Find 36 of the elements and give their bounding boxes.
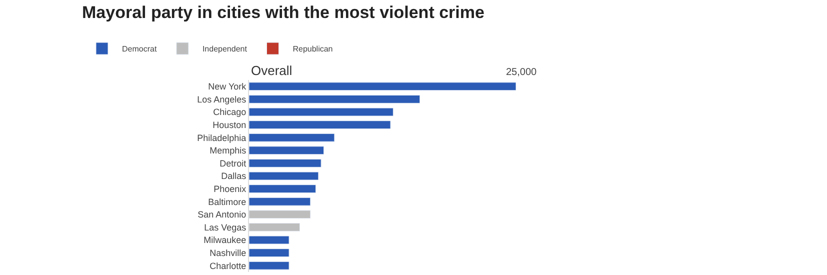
bar xyxy=(249,82,516,91)
y-tick-label: Memphis xyxy=(210,146,247,156)
bar xyxy=(249,261,290,270)
y-tick-label: Nashville xyxy=(210,248,246,258)
bar xyxy=(249,133,335,142)
y-tick-label: Los Angeles xyxy=(197,94,247,104)
legend-label: Independent xyxy=(202,44,248,54)
bar xyxy=(249,197,311,206)
y-tick-label: San Antonio xyxy=(198,210,246,220)
text: 25,000 xyxy=(506,67,538,78)
y-tick-label: Philadelphia xyxy=(197,132,246,143)
y-tick-label: Detroit xyxy=(220,158,247,168)
y-tick-label: New York xyxy=(208,82,247,92)
bar xyxy=(249,184,316,194)
y-tick-label: Houston xyxy=(212,120,246,130)
legend-label: Republican xyxy=(292,44,333,54)
bar xyxy=(249,158,322,168)
bar xyxy=(249,108,394,116)
y-tick-label: Baltimore xyxy=(208,196,246,207)
legend-label: Democrat xyxy=(122,44,158,54)
bar xyxy=(249,248,290,258)
bar xyxy=(249,236,290,244)
y-tick-label: Milwaukee xyxy=(204,235,246,246)
bar xyxy=(249,94,420,104)
bar xyxy=(249,172,319,180)
chart-subtitle: Overall xyxy=(251,63,292,78)
y-tick-label: Las Vegas xyxy=(204,222,247,232)
bar xyxy=(249,146,324,155)
bar xyxy=(249,222,300,232)
bar xyxy=(249,120,391,130)
y-tick-label: Dallas xyxy=(221,171,247,182)
y-tick-label: Chicago xyxy=(213,107,246,118)
y-tick-label: Charlotte xyxy=(210,260,246,271)
y-tick-label: Phoenix xyxy=(214,184,247,194)
bar xyxy=(249,210,311,219)
chart-title: Mayoral party in cities with the most violent crime xyxy=(82,2,484,22)
